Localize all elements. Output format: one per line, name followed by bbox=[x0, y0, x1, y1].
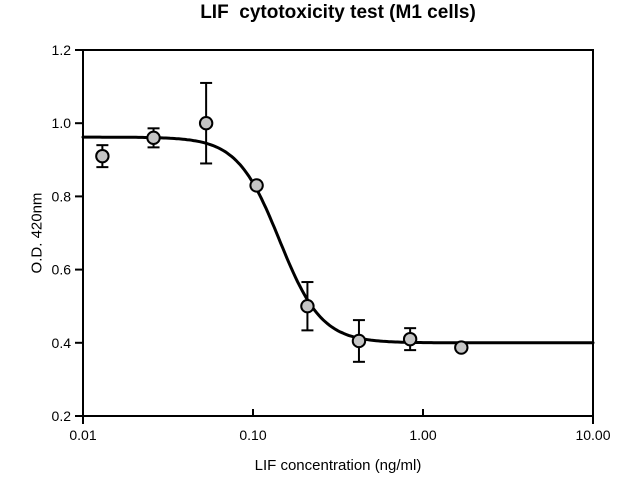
y-tick-label: 1.2 bbox=[52, 42, 72, 58]
y-tick-label: 0.6 bbox=[52, 262, 72, 278]
x-axis-title: LIF concentration (ng/ml) bbox=[254, 457, 422, 474]
data-point-marker bbox=[249, 178, 264, 193]
x-tick-label: 0.10 bbox=[239, 427, 266, 443]
data-point-marker bbox=[454, 340, 469, 355]
data-point-marker bbox=[300, 299, 315, 314]
data-point-marker bbox=[95, 148, 110, 164]
plot-frame bbox=[82, 49, 594, 417]
y-tick-label: 0.2 bbox=[52, 408, 72, 424]
fit-curve bbox=[81, 135, 595, 345]
x-tick-label: 10.00 bbox=[575, 427, 610, 443]
chart-title: LIF cytotoxicity test (M1 cells) bbox=[200, 2, 476, 23]
data-point-marker bbox=[146, 130, 161, 146]
x-tick-label: 1.00 bbox=[409, 427, 436, 443]
data-point-marker bbox=[198, 116, 214, 131]
data-point-marker bbox=[402, 331, 418, 347]
y-tick-label: 0.4 bbox=[52, 335, 72, 351]
y-tick-label: 0.8 bbox=[52, 188, 72, 204]
data-point-marker bbox=[351, 333, 367, 349]
y-tick-label: 1.0 bbox=[52, 115, 72, 131]
x-tick-label: 0.01 bbox=[69, 427, 96, 443]
